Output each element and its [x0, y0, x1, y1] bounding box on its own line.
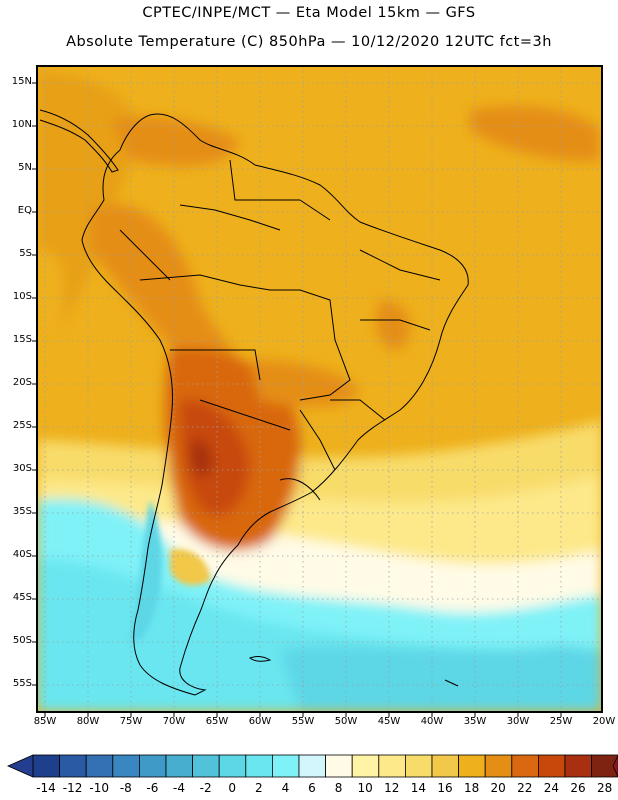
- colorbar-tick-label: 0: [228, 781, 236, 795]
- longitude-label: 20W: [592, 716, 616, 727]
- colorbar-tick-label: 4: [281, 781, 290, 795]
- colorbar-under-arrow: [7, 754, 34, 778]
- latitude-label: 15N: [11, 76, 32, 87]
- colorbar-tick-label: -14: [36, 781, 56, 795]
- colorbar-swatch: [59, 754, 87, 778]
- colorbar-swatch: [484, 754, 513, 778]
- longitude-label: 55W: [291, 716, 315, 727]
- colorbar-tick-label: 14: [410, 781, 427, 795]
- longitude-label: 70W: [162, 716, 186, 727]
- colorbar-swatch: [138, 754, 167, 778]
- colorbar-swatch: [591, 754, 618, 778]
- latitude-label: 5N: [18, 162, 32, 173]
- colorbar-swatch: [351, 754, 380, 778]
- colorbar-over-arrow: [612, 754, 618, 778]
- colorbar-swatch: [218, 754, 247, 778]
- country-borders: [39, 109, 469, 696]
- colorbar-swatch: [564, 754, 593, 778]
- latitude-label: 55S: [12, 678, 32, 689]
- longitude-label: 45W: [377, 716, 401, 727]
- longitude-label: 25W: [549, 716, 573, 727]
- map-title-line-1: CPTEC/INPE/MCT — Eta Model 15km — GFS: [142, 5, 476, 21]
- colorbar-swatch: [85, 754, 114, 778]
- colorbar-tick-label: -12: [62, 781, 83, 795]
- latitude-label: 45S: [12, 592, 32, 603]
- colorbar-swatch: [298, 754, 327, 778]
- colorbar-tick-label: 18: [463, 781, 480, 795]
- latitude-label: EQ: [17, 205, 32, 216]
- map-title-line-2: Absolute Temperature (C) 850hPa — 10/12/…: [66, 34, 552, 50]
- colorbar-tick-label: -8: [119, 781, 132, 795]
- colorbar-tick-label: -6: [146, 781, 159, 795]
- colorbar: [7, 754, 618, 778]
- colorbar-swatch: [112, 754, 140, 778]
- latitude-label: 25S: [12, 420, 32, 431]
- colorbar-swatch: [192, 754, 220, 778]
- latitude-label: 20S: [12, 377, 32, 388]
- latitude-label: 35S: [12, 506, 32, 517]
- temperature-field: [37, 66, 602, 712]
- colorbar-tick-label: -4: [173, 781, 185, 795]
- colorbar-tick-label: 22: [517, 781, 533, 795]
- map-gridlines: [37, 66, 602, 712]
- colorbar-swatch: [511, 754, 539, 778]
- colorbar-swatch: [378, 754, 406, 778]
- latitude-label: 10S: [12, 291, 32, 302]
- colorbar-swatch: [325, 754, 353, 778]
- latitude-label: 5S: [19, 248, 32, 259]
- colorbar-swatch: [404, 754, 433, 778]
- colorbar-tick-label: 28: [596, 781, 613, 795]
- colorbar-tick-label: 26: [570, 781, 586, 795]
- colorbar-swatch: [165, 754, 194, 778]
- longitude-label: 80W: [76, 716, 100, 727]
- latitude-label: 50S: [12, 635, 32, 646]
- colorbar-tick-label: 10: [357, 781, 373, 795]
- colorbar-tick-label: -10: [89, 781, 109, 795]
- colorbar-tick-label: 16: [437, 781, 453, 795]
- axis-ticks: [32, 82, 562, 717]
- latitude-label: 40S: [12, 549, 32, 560]
- colorbar-tick-label: 6: [308, 781, 316, 795]
- colorbar-tick-label: -2: [199, 781, 212, 795]
- longitude-label: 50W: [334, 716, 358, 727]
- longitude-label: 85W: [33, 716, 57, 727]
- longitude-label: 75W: [119, 716, 143, 727]
- longitude-label: 35W: [463, 716, 487, 727]
- colorbar-tick-label: 8: [334, 781, 343, 795]
- colorbar-swatch: [538, 754, 566, 778]
- latitude-label: 10N: [11, 119, 32, 130]
- colorbar-swatch: [271, 754, 300, 778]
- colorbar-tick-label: 2: [254, 781, 263, 795]
- map-frame: [36, 65, 603, 713]
- colorbar-swatch: [458, 754, 486, 778]
- longitude-label: 65W: [205, 716, 229, 727]
- longitude-label: 30W: [506, 716, 530, 727]
- longitude-label: 40W: [420, 716, 444, 727]
- colorbar-tick-label: 24: [543, 781, 560, 795]
- colorbar-tick-label: 20: [490, 781, 506, 795]
- latitude-label: 30S: [12, 463, 32, 474]
- colorbar-swatch: [32, 754, 61, 778]
- longitude-label: 60W: [248, 716, 272, 727]
- colorbar-swatch: [431, 754, 460, 778]
- latitude-label: 15S: [12, 334, 32, 345]
- colorbar-swatch: [245, 754, 273, 778]
- colorbar-tick-label: 12: [384, 781, 400, 795]
